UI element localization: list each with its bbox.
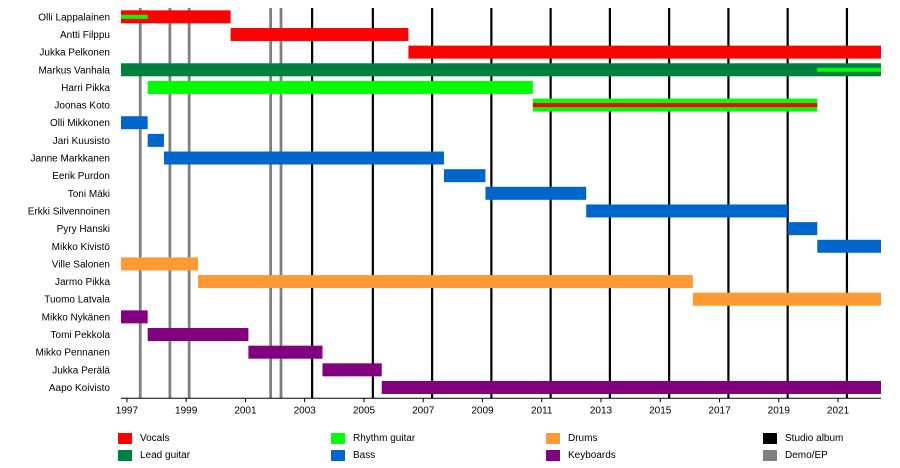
member-bar <box>121 63 881 77</box>
member-label: Erkki Silvennoinen <box>28 206 110 217</box>
member-label: Mikko Nykänen <box>42 312 110 323</box>
x-tick-label: 2011 <box>531 405 553 416</box>
member-label: Mikko Kivistö <box>52 242 111 253</box>
member-bar <box>121 257 199 271</box>
member-bar-secondary <box>121 14 148 19</box>
member-label: Tomi Pekkola <box>51 330 111 341</box>
x-tick-label: 2013 <box>590 405 613 416</box>
member-bar <box>408 45 881 59</box>
x-tick-label: 2009 <box>471 405 494 416</box>
member-label: Markus Vanhala <box>38 65 110 76</box>
x-tick-label: 2005 <box>353 405 376 416</box>
member-label: Ville Salonen <box>52 259 110 270</box>
member-bar <box>381 380 881 394</box>
member-bar <box>586 204 788 218</box>
member-label: Eerik Purdon <box>52 171 110 182</box>
member-bar <box>230 27 409 41</box>
member-label: Olli Mikkonen <box>50 118 110 129</box>
member-bar <box>485 186 587 200</box>
member-label: Mikko Pennanen <box>36 348 111 359</box>
member-bar-secondary <box>532 103 818 108</box>
member-bar <box>198 275 693 289</box>
member-label: Jukka Perälä <box>52 365 110 376</box>
member-labels: Olli Lappalainen Antti Filppu Jukka Pelkon… <box>28 12 111 394</box>
member-bar-secondary <box>817 67 881 72</box>
member-label: Jukka Pelkonen <box>39 48 110 59</box>
x-tick-label: 2003 <box>294 405 317 416</box>
member-label: Olli Lappalainen <box>38 12 110 23</box>
member-bars <box>121 10 881 394</box>
member-bar <box>163 151 444 165</box>
member-label: Janne Markkanen <box>31 154 111 165</box>
member-bar <box>121 116 148 130</box>
member-bar <box>817 239 881 253</box>
member-bar <box>147 328 249 342</box>
member-label: Jarmo Pikka <box>55 277 110 288</box>
x-tick-label: 2019 <box>768 405 791 416</box>
x-axis: 1997 1999 2001 2003 2005 2007 2009 2011 2013 2015… <box>116 397 881 416</box>
x-tick-label: 2015 <box>649 405 672 416</box>
member-bar <box>787 222 818 236</box>
member-label: Jari Kuusisto <box>53 136 111 147</box>
member-label: Joonas Koto <box>54 101 110 112</box>
member-bar <box>121 310 148 324</box>
x-tick-label: 1999 <box>175 405 198 416</box>
member-label: Toni Mäki <box>68 189 110 200</box>
member-label: Antti Filppu <box>60 30 110 41</box>
member-bar <box>692 292 881 306</box>
member-bar <box>322 363 382 377</box>
member-label: Harri Pikka <box>61 83 110 94</box>
member-bar <box>147 133 164 147</box>
member-bar <box>443 169 486 183</box>
member-bar <box>121 10 231 24</box>
member-bar <box>248 345 323 359</box>
member-label: Aapo Koivisto <box>49 383 111 394</box>
member-label: Pyry Hanski <box>57 224 110 235</box>
member-bar <box>147 80 533 94</box>
x-tick-label: 2017 <box>708 405 731 416</box>
x-tick-label: 2001 <box>234 405 257 416</box>
x-tick-label: 1997 <box>116 405 139 416</box>
x-tick-label: 2007 <box>412 405 435 416</box>
x-tick-label: 2021 <box>827 405 850 416</box>
member-label: Tuomo Latvala <box>44 295 110 306</box>
